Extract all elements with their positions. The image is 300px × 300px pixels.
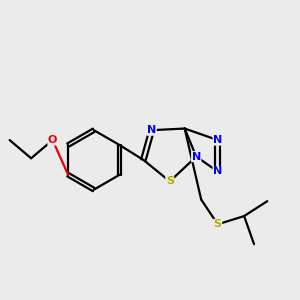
Text: O: O — [48, 135, 57, 145]
Text: N: N — [192, 152, 201, 162]
Text: N: N — [213, 167, 222, 176]
Text: N: N — [213, 135, 222, 145]
Text: S: S — [166, 176, 174, 186]
Text: N: N — [147, 125, 156, 135]
Text: S: S — [214, 219, 222, 229]
